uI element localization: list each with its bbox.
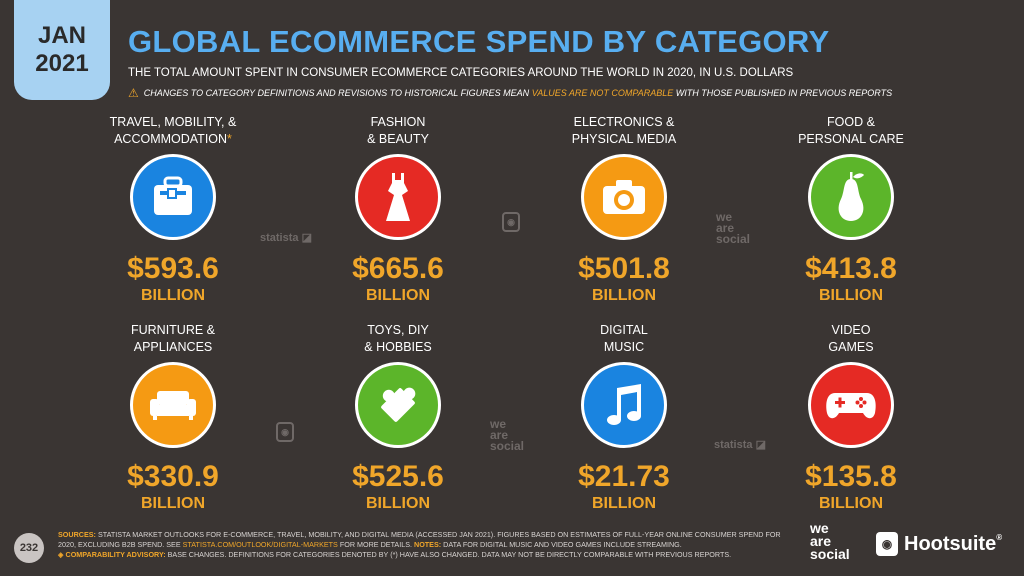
category-value: $21.73 bbox=[578, 460, 670, 493]
category-label: TRAVEL, MOBILITY, & ACCOMMODATION* bbox=[109, 115, 237, 146]
category-value: $501.8 bbox=[578, 252, 670, 285]
statista-watermark: statista ◪ bbox=[714, 439, 766, 451]
suitcase-icon bbox=[130, 154, 216, 240]
category-music: DIGITAL MUSIC $21.73 BILLION bbox=[514, 322, 734, 514]
page-number: 232 bbox=[14, 533, 44, 563]
advisory-highlight: VALUES ARE NOT COMPARABLE bbox=[531, 88, 674, 98]
category-label: FOOD & PERSONAL CARE bbox=[798, 115, 904, 146]
category-label: VIDEO GAMES bbox=[828, 323, 874, 354]
date-year: 2021 bbox=[35, 50, 89, 77]
category-label: FURNITURE & APPLIANCES bbox=[130, 323, 216, 354]
category-unit: BILLION bbox=[366, 287, 430, 304]
category-value: $135.8 bbox=[805, 460, 897, 493]
date-badge: JAN 2021 bbox=[14, 0, 110, 100]
category-fashion: FASHION & BEAUTY $665.6 BILLION bbox=[288, 114, 508, 306]
we-are-social-watermark: we are social bbox=[490, 417, 525, 453]
advisory-note: ⚠ CHANGES TO CATEGORY DEFINITIONS AND RE… bbox=[128, 86, 892, 100]
camera-icon bbox=[581, 154, 667, 240]
category-value: $525.6 bbox=[352, 460, 444, 493]
page-title: GLOBAL ECOMMERCE SPEND BY CATEGORY bbox=[128, 24, 830, 59]
statista-watermark: statista ◪ bbox=[260, 232, 312, 244]
category-value: $413.8 bbox=[805, 252, 897, 285]
footer-sources: SOURCES: STATISTA MARKET OUTLOOKS FOR E-… bbox=[58, 530, 781, 559]
category-value: $665.6 bbox=[352, 252, 444, 285]
category-electronics: ELECTRONICS & PHYSICAL MEDIA $501.8 BILLI… bbox=[514, 114, 734, 306]
category-value: $593.6 bbox=[127, 252, 219, 285]
category-unit: BILLION bbox=[819, 287, 883, 304]
category-furniture: FURNITURE & APPLIANCES $330.9 BILLION bbox=[63, 322, 283, 514]
date-month: JAN bbox=[37, 22, 86, 49]
category-unit: BILLION bbox=[592, 495, 656, 512]
category-food: FOOD & PERSONAL CARE $413.8 BILLION bbox=[741, 114, 961, 306]
category-unit: BILLION bbox=[141, 287, 205, 304]
music-note-icon bbox=[581, 362, 667, 448]
category-travel: TRAVEL, MOBILITY, & ACCOMMODATION* $593.… bbox=[63, 114, 283, 306]
gamepad-icon bbox=[808, 362, 894, 448]
category-unit: BILLION bbox=[592, 287, 656, 304]
category-label: TOYS, DIY & HOBBIES bbox=[364, 323, 432, 354]
dress-icon bbox=[355, 154, 441, 240]
we-are-social-logo: we are social bbox=[810, 520, 850, 562]
advisory-text-pre: CHANGES TO CATEGORY DEFINITIONS AND REVI… bbox=[143, 88, 530, 98]
category-unit: BILLION bbox=[141, 495, 205, 512]
hootsuite-logo: ◉ Hootsuite® bbox=[876, 532, 1002, 556]
advisory-text-post: WITH THOSE PUBLISHED IN PREVIOUS REPORTS bbox=[675, 88, 893, 98]
puzzle-icon bbox=[355, 362, 441, 448]
category-label: ELECTRONICS & PHYSICAL MEDIA bbox=[571, 115, 677, 146]
page-subtitle: THE TOTAL AMOUNT SPENT IN CONSUMER ECOMM… bbox=[128, 67, 794, 79]
owl-logo-icon: ◉ bbox=[876, 532, 898, 556]
category-toys: TOYS, DIY & HOBBIES $525.6 BILLION bbox=[288, 322, 508, 514]
category-unit: BILLION bbox=[366, 495, 430, 512]
category-unit: BILLION bbox=[819, 495, 883, 512]
sofa-icon bbox=[130, 362, 216, 448]
category-label: DIGITAL MUSIC bbox=[600, 323, 648, 354]
sources-link[interactable]: STATISTA.COM/OUTLOOK/DIGITAL-MARKETS bbox=[182, 540, 338, 549]
owl-watermark-icon: ◉ bbox=[502, 212, 520, 232]
owl-watermark-icon: ◉ bbox=[276, 422, 294, 442]
pear-icon bbox=[808, 154, 894, 240]
category-label: FASHION & BEAUTY bbox=[367, 115, 429, 146]
category-games: VIDEO GAMES $135.8 BILLION bbox=[741, 322, 961, 514]
warning-icon: ⚠ bbox=[128, 86, 139, 100]
category-value: $330.9 bbox=[127, 460, 219, 493]
we-are-social-watermark: we are social bbox=[716, 210, 751, 246]
